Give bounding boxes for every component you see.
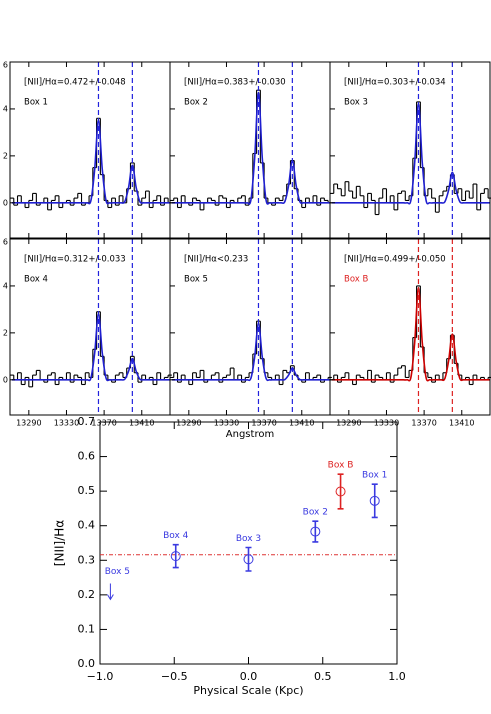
panel-frame — [329, 238, 491, 416]
point-label: Box 4 — [163, 531, 189, 541]
point-label: Box 1 — [362, 471, 387, 481]
point-label: Box 3 — [236, 534, 261, 544]
y-tick-label: 4 — [3, 104, 8, 113]
y-tick-label: 0.6 — [78, 450, 96, 463]
point — [335, 486, 346, 497]
y-tick-label: 2 — [3, 328, 8, 337]
x-tick-label: 13370 — [91, 419, 116, 428]
panel-frame — [9, 61, 171, 239]
point — [243, 554, 254, 565]
error-bar — [245, 546, 252, 572]
point-label: Box 5 — [105, 567, 130, 577]
annotation: [NII]/Hα=0.312+/-0.033 — [24, 255, 126, 265]
x-tick-label: 13330 — [374, 419, 399, 428]
annotation: [NII]/Hα=0.472+/-0.048 — [24, 78, 126, 88]
annotation: [NII]/Hα=0.499+/-0.050 — [344, 255, 446, 265]
error-bar — [172, 543, 179, 569]
panel-frame — [329, 61, 491, 239]
point — [170, 551, 181, 562]
y-tick-label: 2 — [3, 151, 8, 160]
x-tick-label: 13330 — [214, 419, 239, 428]
x-tick-label: 1.0 — [388, 670, 406, 683]
box-label: Box 5 — [184, 275, 208, 285]
y-tick-label: 0 — [3, 375, 8, 384]
y-tick-label: 4 — [3, 281, 8, 290]
x-tick-label: 13330 — [54, 419, 79, 428]
panel-frame — [169, 238, 331, 416]
y-tick-label: 6 — [3, 238, 8, 247]
y-tick-label: 0 — [3, 198, 8, 207]
upper-limit-arrow — [106, 583, 114, 601]
x-tick-label: 13370 — [411, 419, 436, 428]
x-tick-label: 13290 — [16, 419, 41, 428]
x-tick-label: 0.5 — [314, 670, 332, 683]
y-tick-label: 0.0 — [78, 657, 96, 670]
point-label: Box B — [328, 461, 354, 471]
x-tick-label: 13370 — [251, 419, 276, 428]
y-tick-label: 0.5 — [78, 484, 96, 497]
y-axis-label: [NII]/Hα — [53, 520, 67, 566]
fit-line — [331, 103, 490, 205]
box-label: Box 4 — [24, 275, 48, 285]
error-bar — [337, 473, 344, 510]
fit-line — [171, 322, 330, 382]
x-tick-label: 13410 — [289, 419, 314, 428]
x-axis-label: Physical Scale (Kpc) — [193, 684, 303, 697]
x-tick-label: 13290 — [336, 419, 361, 428]
fit-line — [11, 313, 170, 382]
box-label: Box 2 — [184, 98, 208, 108]
y-tick-label: 0.3 — [78, 553, 96, 566]
y-tick-label: 0.4 — [78, 519, 96, 532]
box-label: Box 3 — [344, 98, 368, 108]
annotation: [NII]/Hα=0.303+/-0.034 — [344, 78, 446, 88]
annotation: [NII]/Hα=0.383+/-0.030 — [184, 78, 286, 88]
y-tick-label: 0.7 — [78, 415, 96, 428]
point-label: Box 2 — [303, 508, 328, 518]
fit-line — [331, 287, 490, 382]
x-tick-label: 13410 — [129, 419, 154, 428]
fit-line — [171, 91, 330, 205]
x-tick-label: −1.0 — [87, 670, 114, 683]
x-axis-label: Angstrom — [226, 429, 274, 440]
point — [310, 526, 321, 537]
y-tick-label: 6 — [3, 61, 8, 70]
x-tick-label: 13290 — [176, 419, 201, 428]
x-tick-label: 13410 — [449, 419, 474, 428]
panel-frame — [169, 61, 331, 239]
x-tick-label: 0.0 — [240, 670, 258, 683]
plot-frame — [99, 421, 398, 665]
fit-line — [11, 119, 170, 205]
x-tick-label: −0.5 — [161, 670, 188, 683]
y-tick-label: 0.2 — [78, 588, 96, 601]
annotation: [NII]/Hα<0.233 — [184, 255, 248, 265]
point — [369, 495, 380, 506]
box-label: Box 1 — [24, 98, 48, 108]
panel-frame — [9, 238, 171, 416]
error-bar — [371, 483, 378, 519]
step-risers — [333, 285, 489, 385]
box-label: Box B — [344, 275, 369, 285]
error-bar — [312, 520, 319, 543]
y-tick-label: 0.1 — [78, 622, 96, 635]
step-risers — [173, 90, 329, 210]
